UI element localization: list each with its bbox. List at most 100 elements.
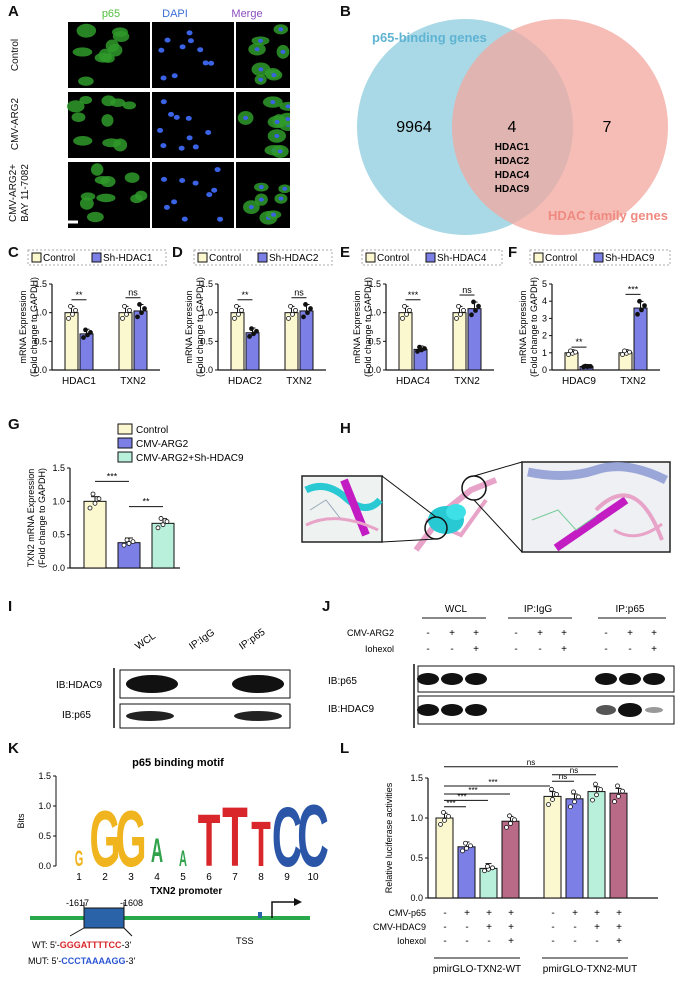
treatment-mark: - (450, 644, 453, 655)
data-point (622, 348, 627, 354)
treatment-mark: - (465, 922, 468, 933)
treatment-mark: + (651, 644, 657, 655)
treatment-mark: + (594, 908, 600, 919)
data-point (507, 813, 512, 819)
cell (66, 100, 85, 113)
chart-e: mRNA Expression (Fold change to GAPDH)0.0… (352, 249, 503, 387)
data-point (232, 316, 237, 321)
nucleus (217, 216, 224, 222)
data-point (137, 302, 142, 307)
data-point (127, 307, 132, 313)
bar (151, 522, 175, 569)
data-point (471, 299, 476, 305)
data-point (422, 346, 427, 351)
blot-row-label: IB:p65 (62, 710, 91, 721)
data-point (139, 310, 144, 316)
nucleus (185, 115, 192, 121)
tick-label: 1.0 (200, 308, 213, 318)
band (619, 673, 641, 685)
nucleus (278, 196, 284, 201)
binding-site (83, 907, 125, 929)
band (465, 673, 487, 685)
nucleus (285, 117, 290, 122)
data-point (160, 522, 166, 528)
nucleus (277, 149, 283, 154)
legend-swatch (533, 252, 544, 263)
tick-label: 0.5 (410, 853, 423, 863)
bar (398, 312, 413, 371)
significance-label: *** (107, 471, 118, 481)
treatment-mark: - (551, 922, 554, 933)
data-point (635, 311, 640, 317)
nucleus (271, 73, 277, 78)
cell (101, 114, 114, 127)
band (417, 704, 439, 716)
legend-entry: CMV-ARG2 (136, 439, 189, 450)
tick-label: 0.0 (368, 365, 381, 375)
treatment-mark: - (573, 922, 576, 933)
nucleus (192, 180, 199, 186)
band (417, 673, 439, 685)
tss-arrow (271, 901, 298, 918)
data-point (508, 821, 513, 826)
tick-label: 1.0 (52, 496, 65, 506)
bar (587, 791, 606, 899)
data-point (464, 845, 469, 851)
treatment-mark: - (538, 644, 541, 655)
bar (133, 310, 148, 371)
data-point (290, 311, 295, 317)
axis-label: mRNA Expression (518, 290, 528, 363)
nucleus (258, 77, 264, 82)
motif-letter: T (222, 791, 248, 885)
nucleus (258, 197, 264, 202)
cell (124, 172, 140, 183)
nucleus (178, 145, 185, 151)
data-point (594, 792, 599, 798)
bar (435, 817, 454, 899)
lane-label: IP:p65 (616, 604, 645, 615)
tick-label: 1.5 (52, 463, 65, 473)
data-point (571, 789, 576, 795)
category-label: HDAC4 (396, 376, 430, 387)
treatment-mark: + (627, 628, 633, 639)
bar (284, 312, 299, 371)
cell (79, 197, 94, 210)
panel-label-h: H (340, 420, 351, 437)
bar (299, 310, 314, 371)
cell (112, 31, 130, 42)
data-point (135, 314, 140, 320)
position-label: 5 (180, 872, 186, 883)
data-point (554, 791, 559, 797)
treatment-mark: - (595, 936, 598, 947)
col-title-dapi: DAPI (162, 8, 188, 20)
legend-swatch (117, 437, 133, 449)
nucleus (158, 47, 165, 53)
venn-gene: HDAC4 (495, 170, 530, 181)
nucleus (278, 27, 284, 32)
legend-entry: Sh-HDAC2 (269, 253, 319, 264)
bar (83, 500, 107, 569)
tick-label: 0.0 (200, 365, 213, 375)
data-point (583, 363, 588, 369)
treatment-mark: - (514, 628, 517, 639)
data-point (639, 307, 644, 313)
data-point (454, 316, 459, 321)
axis-label: (Fold change to GAPDH) (29, 277, 39, 377)
cell (110, 98, 126, 107)
treatment-mark: - (426, 628, 429, 639)
panel-label-i: I (8, 598, 13, 615)
treatment-mark: - (551, 908, 554, 919)
venn-label-hdac: HDAC family genes (548, 208, 668, 223)
nucleus (186, 135, 193, 141)
data-point (155, 525, 161, 531)
significance-label: ns (559, 772, 567, 781)
treatment-mark: + (651, 628, 657, 639)
venn-gene: HDAC1 (495, 142, 530, 153)
significance-label: ** (142, 497, 150, 507)
motif-letter: T (251, 808, 271, 880)
data-point (122, 303, 127, 309)
data-point (572, 799, 577, 805)
chart-d: mRNA Expression (Fold change to GAPDH)0.0… (184, 249, 333, 387)
lane-label: IP:IgG (187, 627, 217, 652)
venn-count-only-hdac: 7 (603, 119, 612, 136)
